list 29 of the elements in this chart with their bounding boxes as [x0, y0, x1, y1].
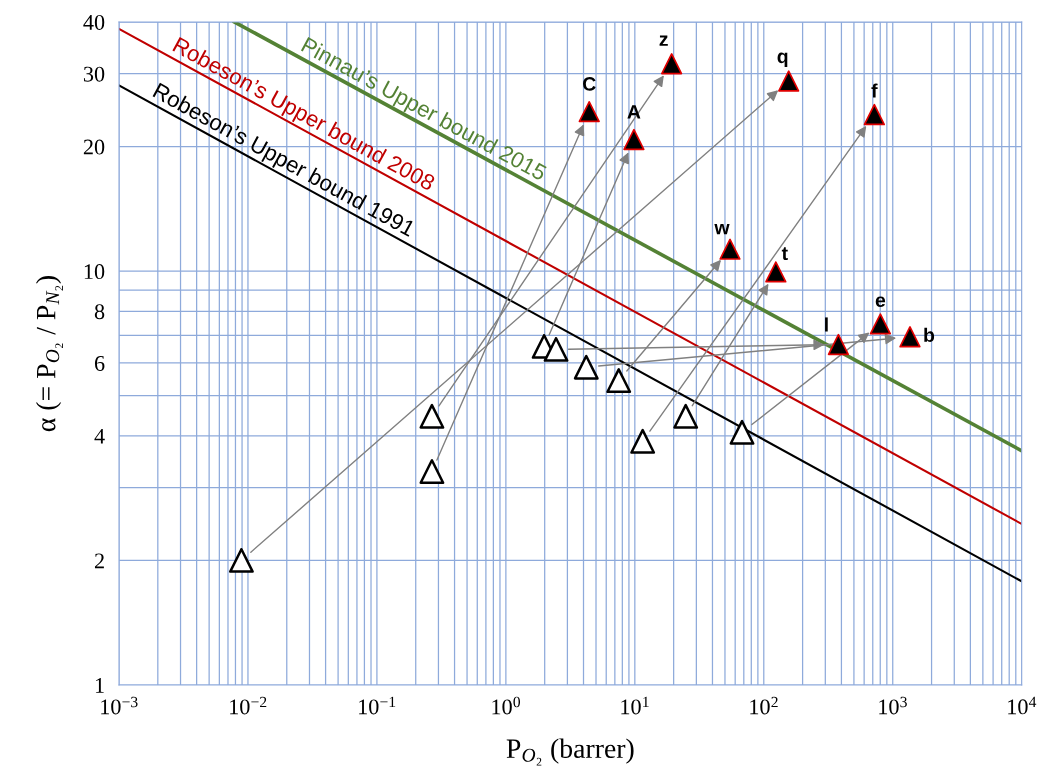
y-tick-label: 30	[83, 66, 105, 82]
data-label: l	[825, 317, 828, 332]
data-label: z	[659, 35, 668, 46]
y-tick-label: 6	[94, 355, 105, 371]
x-tick-label: 10$^{−3}$	[101, 696, 138, 715]
y-tick-label: 40	[83, 14, 105, 30]
x-tick-label: 10$^{0}$	[492, 696, 521, 715]
y-tick-label: 1	[95, 678, 104, 693]
data-label: b	[924, 327, 935, 343]
data-label: f	[871, 83, 878, 98]
y-tick-label: 2	[94, 553, 104, 569]
x-tick-label: 10$^{−1}$	[359, 696, 396, 715]
y-tick-label: 10	[84, 264, 105, 280]
x-tick-label: 10$^{1}$	[621, 696, 649, 715]
x-tick-label: 10$^{2}$	[750, 696, 778, 715]
y-tick-label: 4	[94, 428, 105, 444]
x-tick-label: 10$^{4}$	[1008, 696, 1037, 715]
y-tick-label: 20	[83, 139, 105, 155]
data-label: w	[714, 223, 730, 235]
x-axis-title: P$_{O₂}$ (barrer)	[506, 738, 634, 766]
data-label: A	[627, 105, 641, 119]
x-tick-label: 10$^{−2}$	[230, 696, 267, 715]
y-axis-title: α (= P$_{O₂}$ / P$_{N₂}$)	[35, 276, 63, 432]
data-label: t	[781, 247, 788, 261]
data-label: q	[777, 52, 788, 68]
y-tick-label: 8	[94, 304, 105, 320]
data-label: e	[875, 296, 886, 308]
data-label: C	[583, 77, 596, 91]
x-tick-label: 10$^{3}$	[879, 696, 907, 715]
